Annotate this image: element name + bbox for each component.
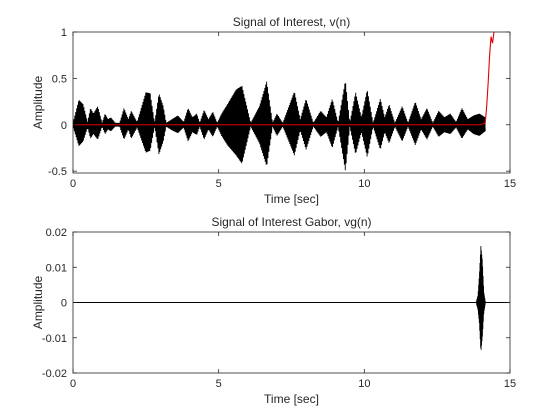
bottom-plot-y-tick-label-1: -0.01 <box>42 333 67 345</box>
top-plot-x-tick-label-1: 5 <box>216 178 222 190</box>
bottom-plot: 0 5 10 15 -0.02 -0.01 0 0.01 0.02 Signal of Inte… <box>31 215 516 406</box>
top-plot-y-axis-label: Amplitude <box>31 76 45 130</box>
top-plot-x-axis-label: Time [sec] <box>264 192 319 206</box>
bottom-plot-x-tick-label-0: 0 <box>70 378 76 390</box>
top-plot-y-tick-label-3: 1 <box>61 27 67 39</box>
top-plot: 0 5 10 15-0.500.51 Signal of Interest, v(n)… <box>31 15 516 206</box>
top-plot-x-tick-label-0: 0 <box>70 178 76 190</box>
top-plot-y-tick-label-0: -0.5 <box>48 166 67 178</box>
top-plot-line-series-1 <box>73 32 495 126</box>
bottom-plot-ticks: 0 5 10 15 -0.02 -0.01 0 0.01 0.02 <box>42 227 516 390</box>
top-plot-title: Signal of Interest, v(n) <box>233 15 350 29</box>
top-plot-x-tick-label-3: 15 <box>504 178 516 190</box>
top-plot-y-tick-label-1: 0 <box>61 120 67 132</box>
bottom-plot-x-tick-label-2: 10 <box>358 378 370 390</box>
bottom-plot-signal-series <box>476 246 486 350</box>
bottom-plot-y-tick-label-3: 0.01 <box>46 262 67 274</box>
bottom-plot-marks <box>73 246 510 350</box>
bottom-plot-y-tick-label-4: 0.02 <box>46 227 67 239</box>
bottom-plot-y-tick-label-2: 0 <box>61 298 67 310</box>
bottom-plot-title: Signal of Interest Gabor, vg(n) <box>211 215 371 229</box>
top-plot-ticks: 0 5 10 15-0.500.51 <box>48 27 516 190</box>
bottom-plot-y-tick-label-0: -0.02 <box>42 368 67 380</box>
bottom-plot-x-tick-label-3: 15 <box>504 378 516 390</box>
top-plot-marks <box>73 32 495 171</box>
top-plot-y-tick-label-2: 0.5 <box>52 73 67 85</box>
bottom-plot-x-axis-label: Time [sec] <box>264 392 319 406</box>
bottom-plot-x-tick-label-1: 5 <box>216 378 222 390</box>
bottom-plot-y-axis-label: Amplitude <box>31 276 45 330</box>
top-plot-x-tick-label-2: 10 <box>358 178 370 190</box>
